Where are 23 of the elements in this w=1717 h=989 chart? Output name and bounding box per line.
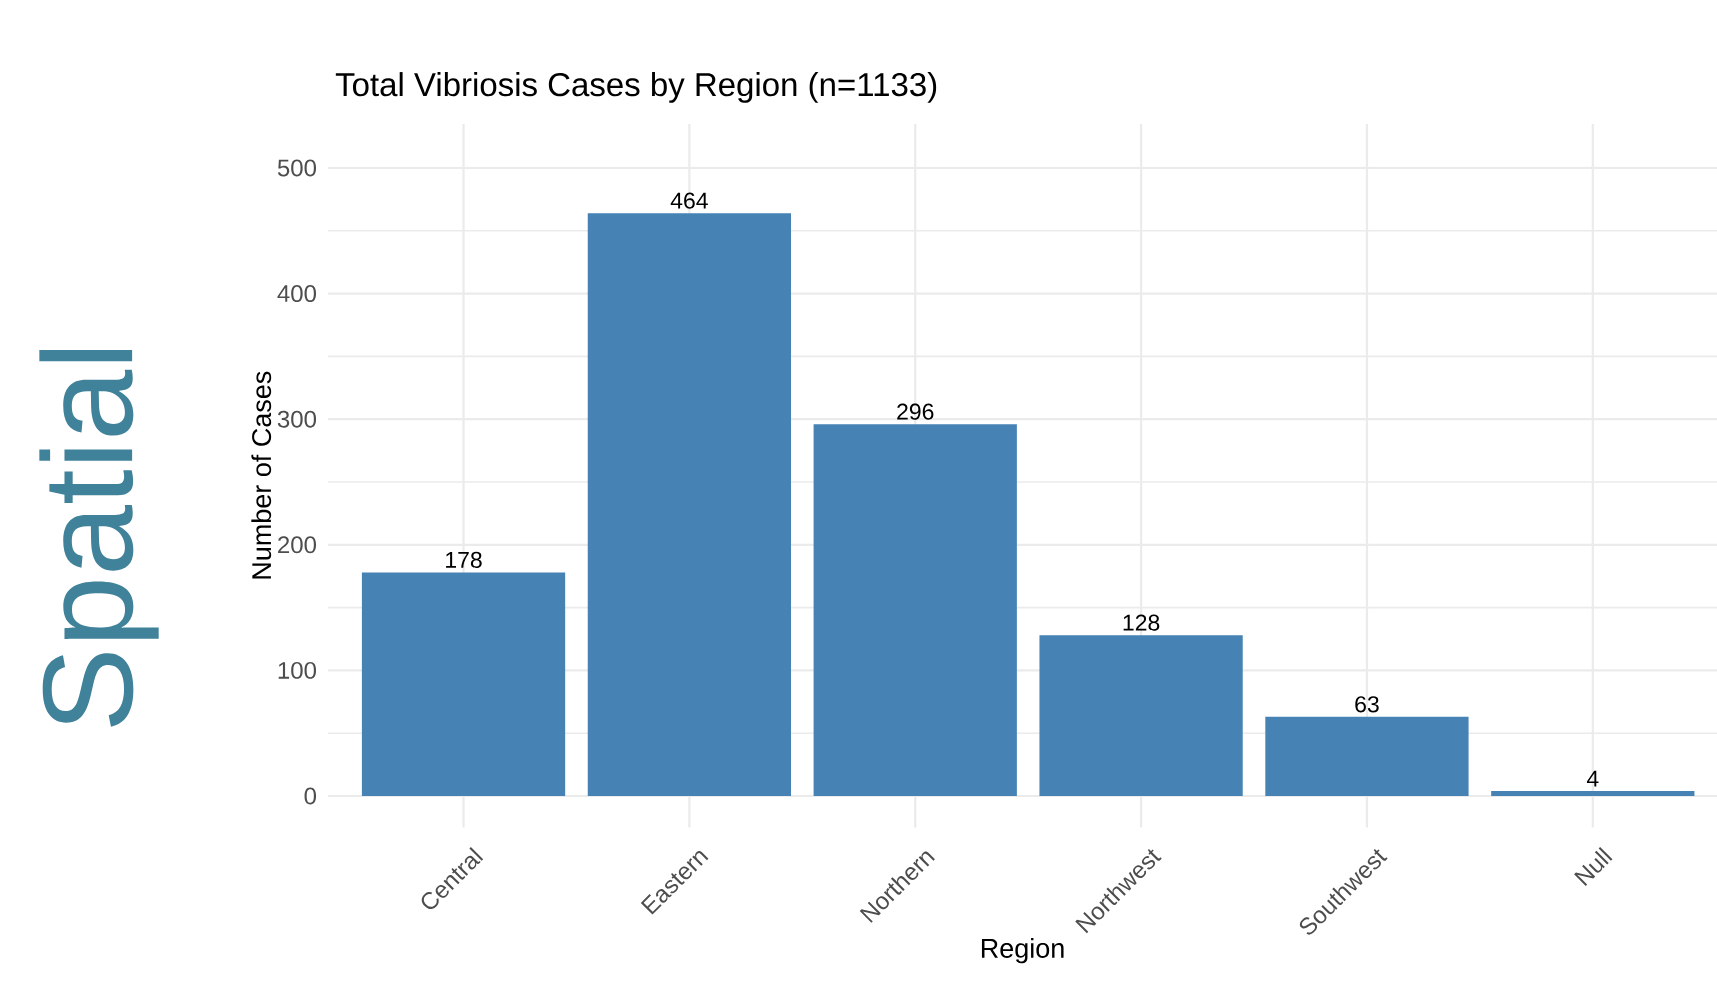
bar <box>813 424 1017 796</box>
data-label: 4 <box>1586 770 1599 787</box>
bar <box>1491 790 1695 796</box>
x-axis-title: Region <box>981 938 1064 964</box>
data-label: 178 <box>446 551 482 568</box>
bar <box>1265 716 1469 796</box>
x-tick-label: Null <box>1574 847 1613 886</box>
bar <box>1039 635 1243 796</box>
y-tick-label: 500 <box>277 159 317 177</box>
bar <box>587 213 792 796</box>
y-tick-label: 300 <box>277 410 317 428</box>
y-axis-title: Number of Cases <box>251 371 272 579</box>
text: Spatial <box>39 349 159 727</box>
y-tick-label: 0 <box>304 787 317 805</box>
data-label: 63 <box>1355 696 1379 713</box>
data-label: 464 <box>670 192 708 209</box>
y-tick-label: 200 <box>278 536 317 554</box>
y-tick-label: 400 <box>277 285 317 303</box>
data-label: 128 <box>1123 614 1160 631</box>
bar <box>361 572 566 796</box>
chart-title: Total Vibriosis Cases by Region (n=1133) <box>335 72 937 103</box>
y-tick-label: 100 <box>278 661 317 679</box>
data-label: 296 <box>897 403 934 420</box>
